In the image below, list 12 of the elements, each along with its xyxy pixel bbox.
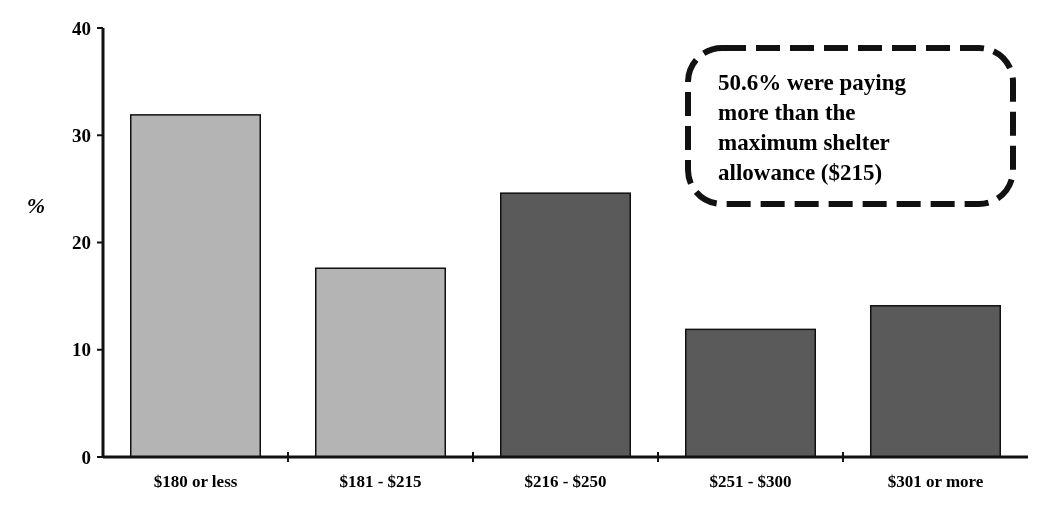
- y-tick-label: 40: [72, 17, 91, 39]
- y-axis-title: %: [26, 192, 46, 218]
- x-tick-label: $180 or less: [153, 472, 238, 491]
- y-tick-label: 10: [72, 339, 91, 361]
- x-tick-label: $301 or more: [887, 472, 984, 491]
- y-tick-label: 0: [81, 446, 91, 468]
- x-tick-label: $251 - $300: [709, 472, 792, 491]
- y-tick-label: 20: [72, 232, 91, 254]
- annotation: 50.6% were paying more than the maximum shelter allowance ($215): [718, 70, 907, 185]
- y-tick-label: 30: [72, 124, 91, 146]
- x-tick-label: $216 - $250: [524, 472, 607, 491]
- x-tick-label: $181 - $215: [339, 472, 422, 491]
